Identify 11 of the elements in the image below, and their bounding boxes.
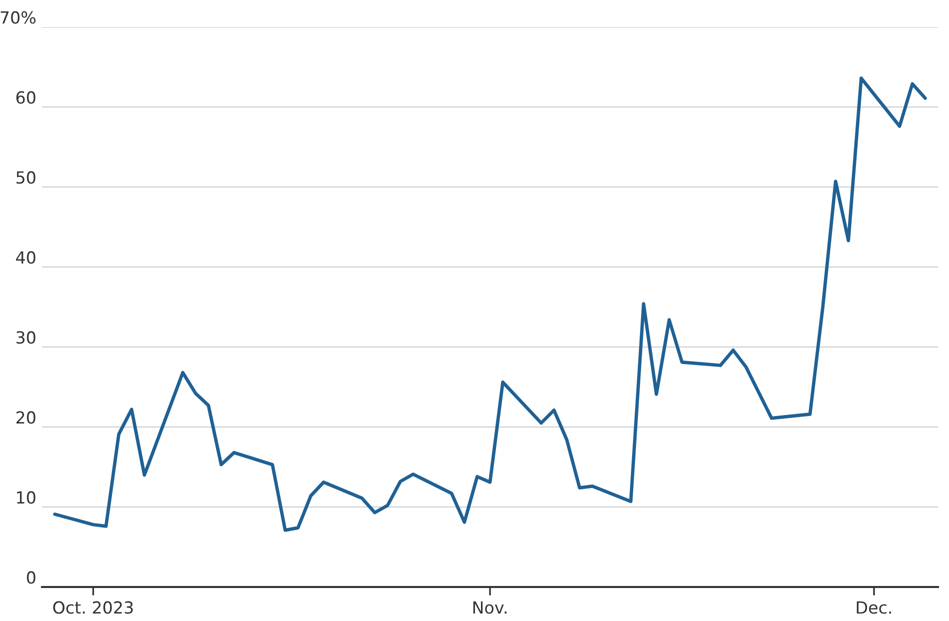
y-tick-label: 0 [26,571,36,584]
y-tick-label: 20 [16,411,36,424]
y-tick-label: 70% [0,11,36,24]
x-tick-label: Oct. 2023 [53,601,133,614]
y-tick-label: 60 [16,91,36,104]
y-tick-label: 30 [16,331,36,344]
y-tick-label: 10 [17,491,36,504]
y-tick-label: 50 [16,171,36,184]
y-tick-label: 40 [16,251,36,264]
x-tick-label: Nov. [473,601,506,614]
x-tick-label: Dec. [856,601,891,614]
